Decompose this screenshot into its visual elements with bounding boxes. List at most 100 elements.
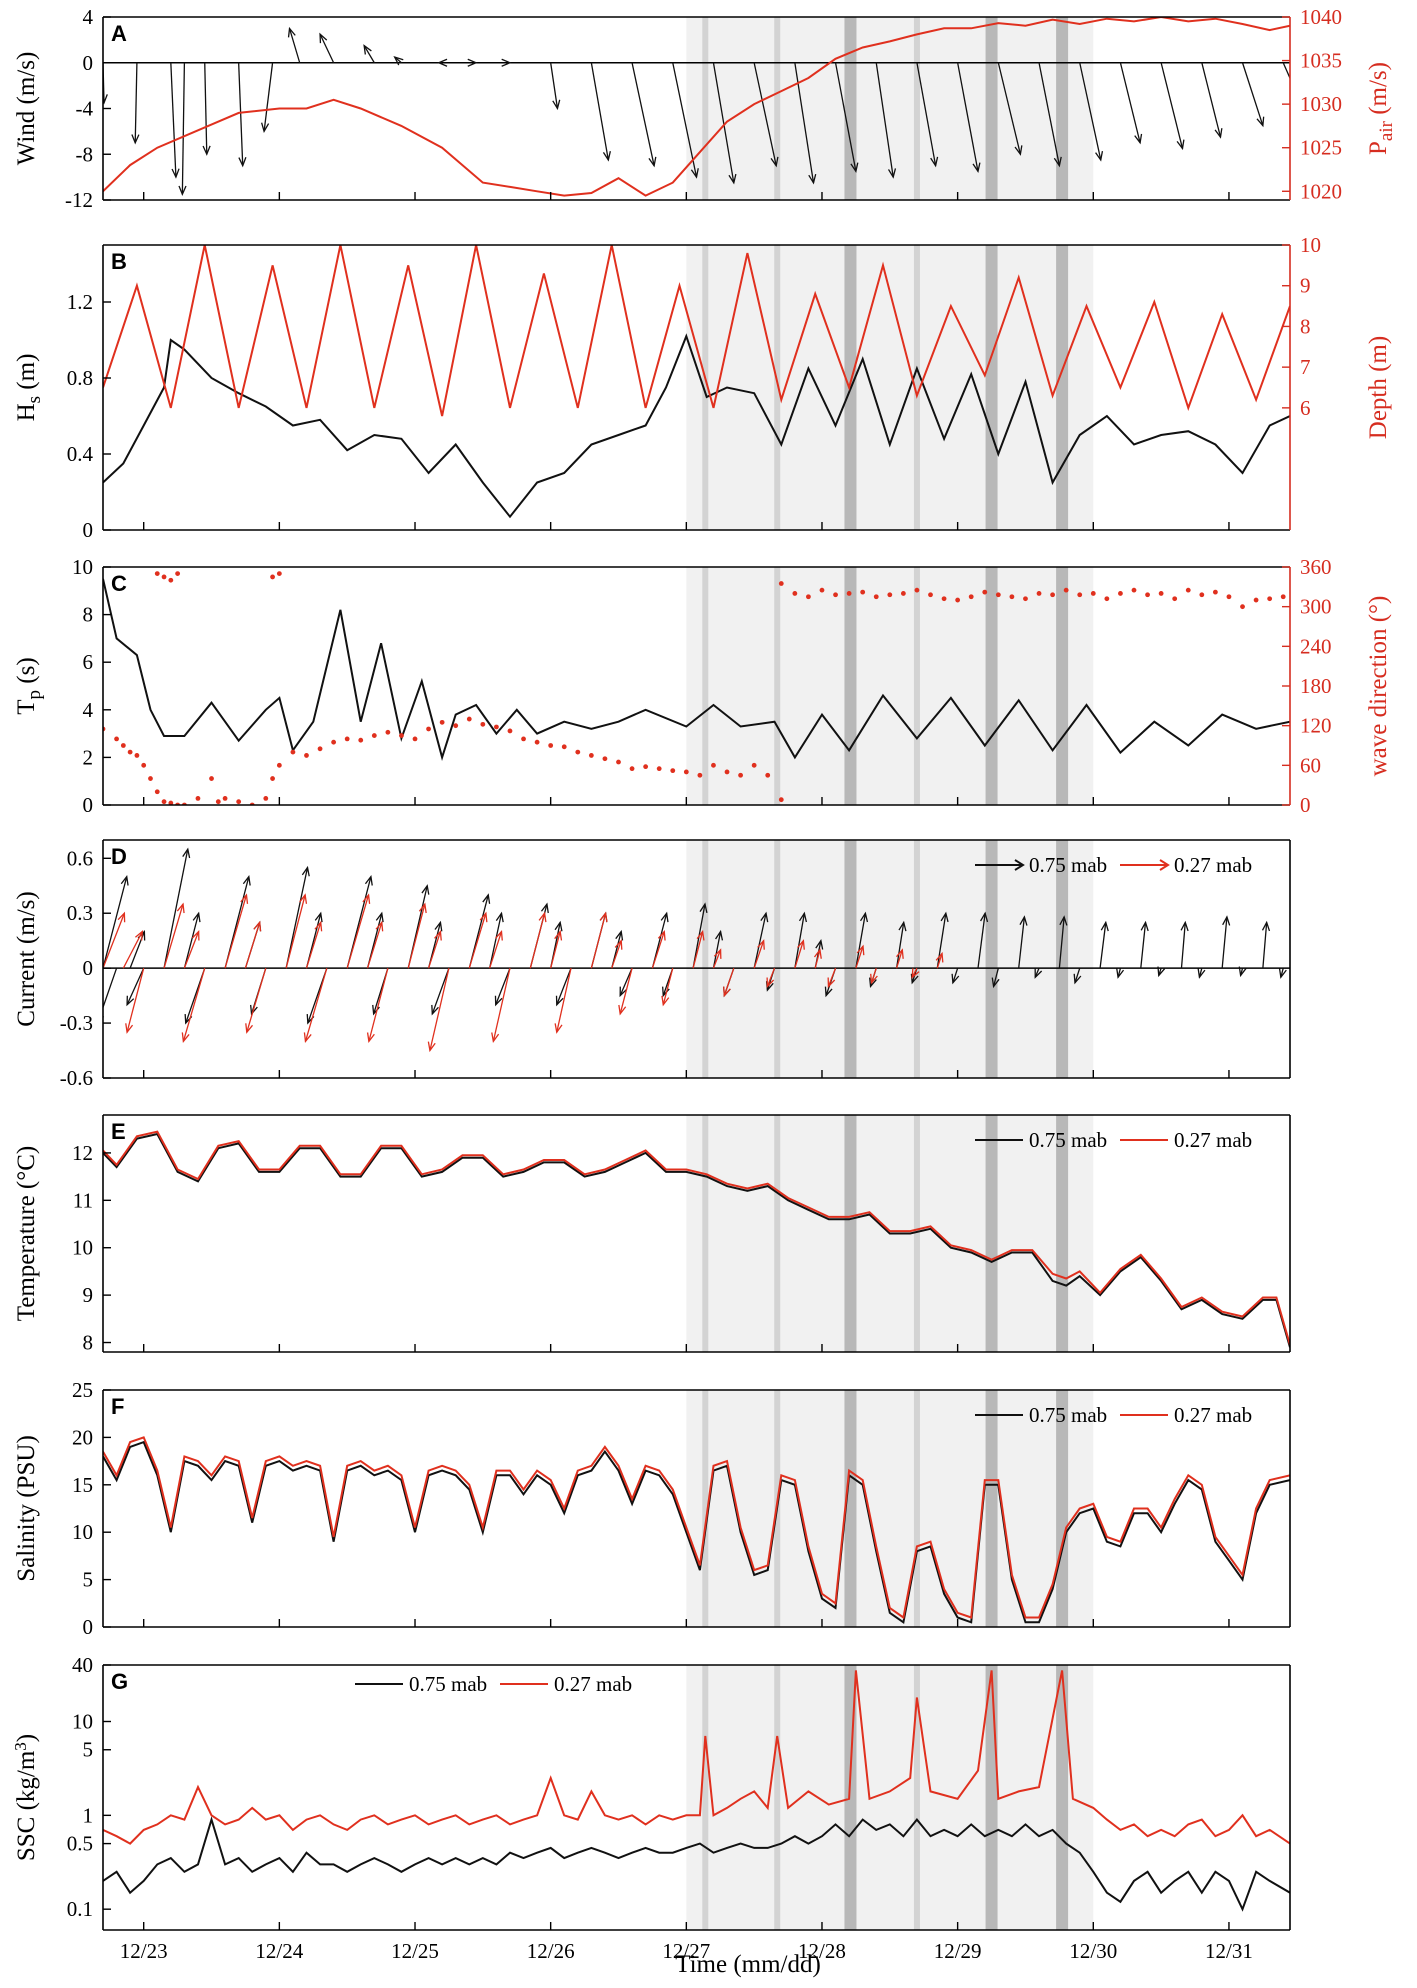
vector-arrowhead	[696, 929, 705, 941]
vector-arrow	[952, 967, 959, 984]
shade-band	[686, 17, 1094, 200]
wave-direction-point	[1185, 587, 1191, 593]
vector-arrow	[1119, 62, 1141, 143]
y-tick-label: 10	[72, 555, 93, 579]
y2-tick-label: 60	[1300, 753, 1321, 777]
legend: 0.75 mab 0.27 mab	[975, 1403, 1252, 1427]
vector-arrowhead	[554, 920, 563, 932]
vector-arrow	[126, 967, 145, 1033]
vector-arrowhead	[1157, 966, 1166, 978]
shade-bar-light	[702, 1115, 709, 1352]
vector-arrow	[495, 967, 511, 1006]
series-0-27-mab	[103, 1670, 1290, 1845]
legend-label: 0.27 mab	[554, 1672, 632, 1696]
vector-arrow	[1099, 922, 1107, 969]
shade-bar-dark	[985, 1115, 998, 1352]
vector-arrowhead	[363, 44, 372, 55]
plot-area	[103, 1670, 1290, 1912]
vector-arrowhead	[245, 1023, 254, 1034]
wave-direction-point	[968, 594, 974, 600]
vector-arrow	[1074, 967, 1081, 984]
vector-arrow	[619, 967, 633, 996]
plot-area	[103, 1436, 1290, 1625]
vector-arrow	[590, 913, 607, 969]
wave-direction-point	[616, 759, 621, 765]
vector-arrowhead	[125, 1023, 134, 1034]
panel-letter: G	[111, 1669, 128, 1694]
shade-bar-light	[913, 840, 920, 1078]
plot-area	[103, 245, 1290, 519]
vector-arrowhead	[895, 948, 904, 959]
wave-direction-point	[344, 736, 350, 742]
vector-arrowhead	[615, 929, 624, 941]
vector-arrowhead	[314, 920, 323, 932]
vector-arrowhead	[192, 911, 201, 923]
panel-d: -0.6 -0.3 0 0.3 0.6 Current (m/s) D 0.75 mab 0.2…	[13, 839, 1291, 1090]
plot-area	[103, 847, 1287, 1053]
vector-arrow	[753, 940, 765, 969]
vector-arrowhead	[808, 173, 817, 185]
wave-direction-point	[1036, 591, 1042, 596]
vector-arrow	[346, 894, 370, 969]
legend: 0.75 mab 0.27 mab	[975, 853, 1252, 877]
vector-arrowhead	[103, 94, 108, 105]
vector-arrowhead	[366, 1032, 375, 1043]
wave-direction-point	[738, 772, 743, 778]
vector-arrow	[224, 894, 248, 969]
legend: 0.75 mab 0.27 mab	[355, 1672, 632, 1696]
vector-arrowhead	[827, 977, 836, 989]
y-axis-title: SSC (kg/m3)	[11, 1734, 40, 1861]
shade-bar-light	[774, 840, 781, 1078]
wave-direction-point	[887, 592, 893, 598]
wave-direction-point	[941, 596, 947, 602]
y2-tick-label: 6	[1300, 396, 1311, 420]
vector-arrow	[556, 967, 572, 1006]
vector-arrow	[170, 62, 177, 178]
y-tick-label: 12	[72, 1141, 93, 1165]
shade-bar-light	[702, 1390, 709, 1627]
vector-arrow	[1079, 62, 1102, 161]
vector-arrow	[431, 967, 450, 1015]
vector-arrowhead	[661, 995, 670, 1007]
vector-arrow	[692, 931, 704, 969]
vector-arrow	[304, 967, 328, 1042]
wave-direction-point	[507, 728, 513, 734]
x-tick-label: 12/23	[120, 1939, 168, 1963]
wave-direction-point	[792, 591, 798, 596]
vector-arrowhead	[870, 973, 878, 985]
wave-direction-point	[426, 726, 431, 732]
vector-arrow	[363, 45, 375, 64]
vector-arrow	[489, 931, 503, 969]
vector-arrowhead	[250, 1004, 258, 1016]
vector-arrowhead	[728, 173, 737, 185]
legend-arrowhead	[1014, 859, 1025, 871]
vector-arrowhead	[437, 58, 448, 67]
vector-arrow	[263, 62, 274, 132]
vector-arrowhead	[815, 939, 824, 950]
wave-direction-point	[114, 736, 119, 742]
series-0-75-mab	[103, 1440, 1290, 1625]
vector-arrow	[468, 913, 487, 969]
vector-arrow	[182, 967, 206, 1042]
vector-arrowhead	[434, 920, 443, 932]
vector-arrow	[855, 945, 864, 969]
panel-letter: A	[111, 21, 127, 46]
vector-arrowhead	[951, 973, 960, 985]
wave-direction-point	[439, 719, 445, 725]
vector-arrow	[712, 949, 722, 969]
wave-direction-point	[222, 795, 228, 801]
shade-bar-dark	[1056, 840, 1069, 1078]
vector-arrow	[305, 922, 322, 969]
vector-arrowhead	[467, 58, 478, 67]
wave-direction-point	[276, 571, 282, 577]
wave-direction-point	[1009, 594, 1015, 600]
wave-direction-point	[670, 768, 676, 774]
vector-arrowhead	[723, 986, 731, 998]
wave-direction-point	[453, 723, 459, 729]
shade-bar-dark	[1056, 567, 1069, 805]
wave-direction-point	[134, 753, 140, 758]
wave-direction-point	[304, 753, 309, 758]
vector-arrowhead	[319, 32, 328, 44]
shade-bar-light	[913, 1115, 920, 1352]
